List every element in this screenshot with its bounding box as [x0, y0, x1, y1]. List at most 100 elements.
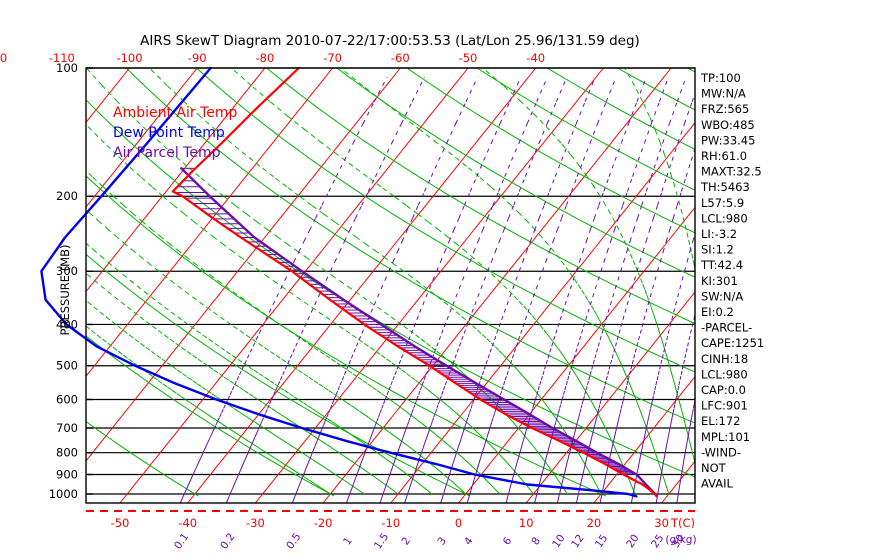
bottom-temp-tick-label: -30 [246, 516, 265, 530]
mixing-ratio-line [534, 76, 669, 504]
bottom-temp-tick-label: 30 [654, 516, 669, 530]
sounding-index-item: SI:1.2 [701, 243, 734, 257]
dry-adiabat-line [85, 421, 199, 497]
isotherm-line [119, 67, 469, 504]
legend-item-dew-point-temp: Dew Point Temp [113, 125, 225, 141]
top-temp-tick-label: -80 [256, 51, 275, 65]
mixing-ratio-line [630, 233, 696, 504]
pressure-tick-label: 800 [56, 446, 78, 460]
mixing-ratio-line [179, 76, 388, 504]
pressure-tick-label: 600 [56, 392, 78, 406]
moist-adiabat-line [340, 67, 670, 495]
mixing-ratio-line [346, 76, 522, 504]
dry-adiabat-line [336, 67, 696, 278]
sounding-index-item: MPL:101 [701, 430, 750, 444]
top-temp-tick-label: -100 [116, 51, 142, 65]
plot-border [85, 67, 696, 504]
plot-frame [85, 67, 696, 512]
moist-adiabat-line [85, 325, 331, 495]
sounding-index-item: TP:100 [700, 71, 741, 85]
mixing-ratio-line [379, 76, 548, 504]
legend-item-air-parcel-temp: Air Parcel Temp [113, 145, 221, 161]
sounding-index-item: RH:61.0 [701, 149, 747, 163]
sounding-index-item: L57:5.9 [701, 196, 744, 210]
sounding-index-item: TH:5463 [700, 180, 750, 194]
sounding-index-item: -PARCEL- [701, 321, 752, 335]
sounding-index-item: CINH:18 [701, 352, 748, 366]
air-parcel-temp-curve [180, 167, 658, 498]
top-temp-tick-label: -40 [526, 51, 545, 65]
mixing-ratio-line [291, 76, 479, 504]
sounding-index-item: AVAIL [701, 477, 734, 491]
mixing-ratio-line [676, 399, 696, 504]
sounding-index-item: NOT [701, 461, 727, 475]
pressure-tick-label: 300 [56, 264, 78, 278]
dry-adiabat-line [617, 67, 696, 111]
mixing-ratio-line [575, 93, 696, 504]
isotherm-line [187, 67, 537, 504]
grid-lines [85, 67, 696, 504]
pressure-tick-label: 700 [56, 421, 78, 435]
top-temp-tick-label: -50 [459, 51, 478, 65]
sounding-index-item: LCL:980 [701, 367, 748, 381]
sounding-index-item: -WIND- [701, 445, 741, 459]
mixing-ratio-line [599, 148, 696, 504]
legend-item-ambient-air-temp: Ambient Air Temp [113, 105, 238, 121]
dry-adiabat-line [547, 67, 696, 150]
pressure-axis-label: PRESSURE (MB) [58, 245, 72, 336]
bottom-temp-tick-label: -20 [314, 516, 333, 530]
mixing-ratio-axis-label: (g/kg) [665, 534, 696, 546]
moist-adiabat-line [231, 67, 636, 495]
top-temp-tick-label: -110 [49, 51, 75, 65]
top-temp-tick-label: -120 [0, 51, 7, 65]
isotherm-line [390, 122, 696, 504]
temperature-axis-label: T(C) [670, 516, 695, 530]
legend: Ambient Air Temp Dew Point Temp Air Parc… [113, 105, 238, 161]
mixing-ratio-line [655, 314, 696, 504]
cape-hatch-region [174, 167, 636, 475]
moist-adiabat-line [85, 272, 399, 495]
pressure-tick-label: 1000 [49, 487, 78, 501]
sounding-index-item: MAXT:32.5 [701, 165, 762, 179]
sounding-curves [40, 66, 658, 498]
mixing-ratio-line [440, 76, 596, 504]
dry-adiabat-line [196, 67, 696, 373]
isotherm-line [85, 67, 130, 123]
dry-adiabat-line [125, 67, 696, 424]
sounding-index-item: SW:N/A [701, 289, 743, 303]
isotherm-line [458, 207, 696, 504]
sounding-index-item: KI:301 [701, 274, 738, 288]
bottom-temp-tick-label: -50 [111, 516, 130, 530]
dew-point-temp-curve [40, 66, 638, 498]
sounding-index-item: CAPE:1251 [701, 336, 764, 350]
dry-adiabat-line [85, 254, 471, 497]
sounding-index-item: LCL:980 [701, 211, 748, 225]
sounding-index-item: PW:33.45 [701, 133, 755, 147]
sounding-index-item: TT:42.4 [700, 258, 743, 272]
pressure-tick-label: 100 [56, 61, 78, 75]
pressure-tick-label: 500 [56, 359, 78, 373]
sounding-index-item: EL:172 [701, 414, 741, 428]
bottom-temp-tick-label: 10 [519, 516, 534, 530]
sounding-index-item: WBO:485 [701, 118, 755, 132]
page-title: AIRS SkewT Diagram 2010-07-22/17:00:53.5… [140, 33, 640, 49]
mixing-ratio-line [556, 76, 687, 504]
pressure-tick-label: 400 [56, 317, 78, 331]
moist-adiabat-line [149, 67, 602, 495]
bottom-temp-tick-label: -40 [178, 516, 197, 530]
sounding-index-item: EI:0.2 [701, 305, 734, 319]
sounding-index-item: CAP:0.0 [701, 383, 746, 397]
bottom-temp-tick-label: 20 [587, 516, 602, 530]
top-temp-tick-label: -90 [188, 51, 207, 65]
bottom-temp-tick-label: 0 [455, 516, 462, 530]
pressure-tick-label: 200 [56, 189, 78, 203]
axis-labels: 1002003004005006007008009001000-120-110-… [0, 51, 697, 552]
moist-adiabat-line [85, 67, 568, 495]
pressure-tick-label: 900 [56, 467, 78, 481]
dry-adiabat-line [406, 67, 696, 234]
sounding-index-item: LFC:901 [701, 399, 748, 413]
top-temp-tick-label: -60 [391, 51, 410, 65]
moist-adiabat-line [85, 124, 534, 495]
